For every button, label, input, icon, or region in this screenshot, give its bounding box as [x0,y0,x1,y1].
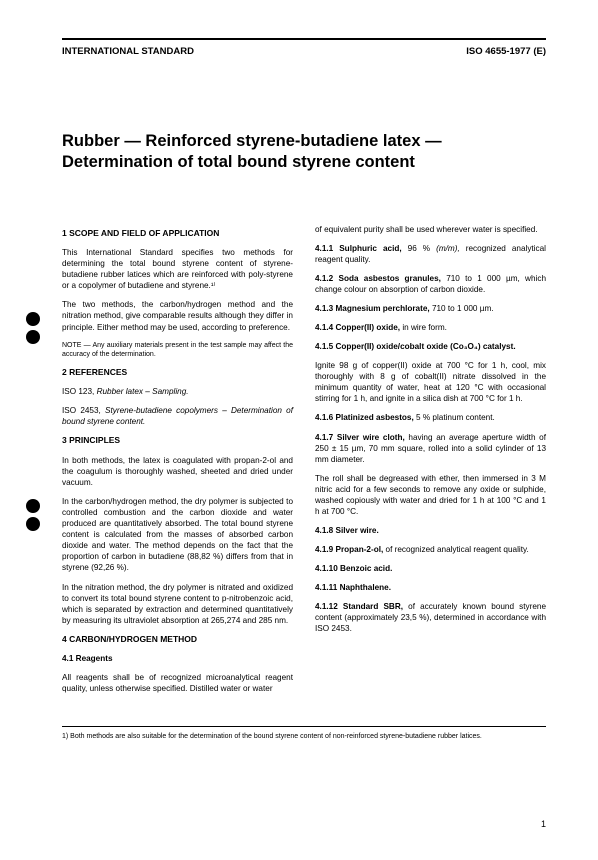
r4110: 4.1.10 Benzoic acid. [315,563,546,574]
r4112: 4.1.12 Standard SBR, of accurately known… [315,601,546,634]
section-41-heading: 4.1 Reagents [62,653,293,664]
s1-note: NOTE — Any auxiliary materials present i… [62,341,293,359]
header-left: INTERNATIONAL STANDARD [62,46,194,59]
r413: 4.1.3 Magnesium perchlorate, 710 to 1 00… [315,303,546,314]
section-2-heading: 2 REFERENCES [62,367,293,378]
section-4-heading: 4 CARBON/HYDROGEN METHOD [62,634,293,645]
document-title: Rubber — Reinforced styrene-butadiene la… [62,131,546,174]
r417-body: The roll shall be degreased with ether, … [315,473,546,517]
s3-p1: In both methods, the latex is coagulated… [62,455,293,488]
section-1-heading: 1 SCOPE AND FIELD OF APPLICATION [62,228,293,239]
r418: 4.1.8 Silver wire. [315,525,546,536]
hole-punch-mark [26,499,40,513]
s3-p3: In the nitration method, the dry polymer… [62,582,293,626]
r415: 4.1.5 Copper(II) oxide/cobalt oxide (Co₃… [315,341,546,352]
r4111: 4.1.11 Naphthalene. [315,582,546,593]
s3-p2: In the carbon/hydrogen method, the dry p… [62,496,293,573]
page-number: 1 [541,818,546,830]
r416: 4.1.6 Platinized asbestos, 5 % platinum … [315,412,546,423]
left-column: 1 SCOPE AND FIELD OF APPLICATION This In… [62,224,293,703]
footnote: 1) Both methods are also suitable for th… [62,732,546,741]
r414: 4.1.4 Copper(II) oxide, in wire form. [315,322,546,333]
hole-punch-mark [26,330,40,344]
r417: 4.1.7 Silver wire cloth, having an avera… [315,432,546,465]
r411: 4.1.1 Sulphuric acid, 96 % (m/m), recogn… [315,243,546,265]
r419: 4.1.9 Propan-2-ol, of recognized analyti… [315,544,546,555]
s2-ref1: ISO 123, Rubber latex – Sampling. [62,386,293,397]
s1-p1: This International Standard specifies tw… [62,247,293,291]
r412: 4.1.2 Soda asbestos granules, 710 to 1 0… [315,273,546,295]
hole-punch-mark [26,312,40,326]
hole-punch-mark [26,517,40,531]
r415-body: Ignite 98 g of copper(II) oxide at 700 °… [315,360,546,404]
section-3-heading: 3 PRINCIPLES [62,435,293,446]
right-column: of equivalent purity shall be used where… [315,224,546,703]
s41-p: All reagents shall be of recognized micr… [62,672,293,694]
right-cont: of equivalent purity shall be used where… [315,224,546,235]
s1-p2: The two methods, the carbon/hydrogen met… [62,299,293,332]
s2-ref2: ISO 2453, Styrene-butadiene copolymers –… [62,405,293,427]
header-right: ISO 4655-1977 (E) [466,46,546,59]
